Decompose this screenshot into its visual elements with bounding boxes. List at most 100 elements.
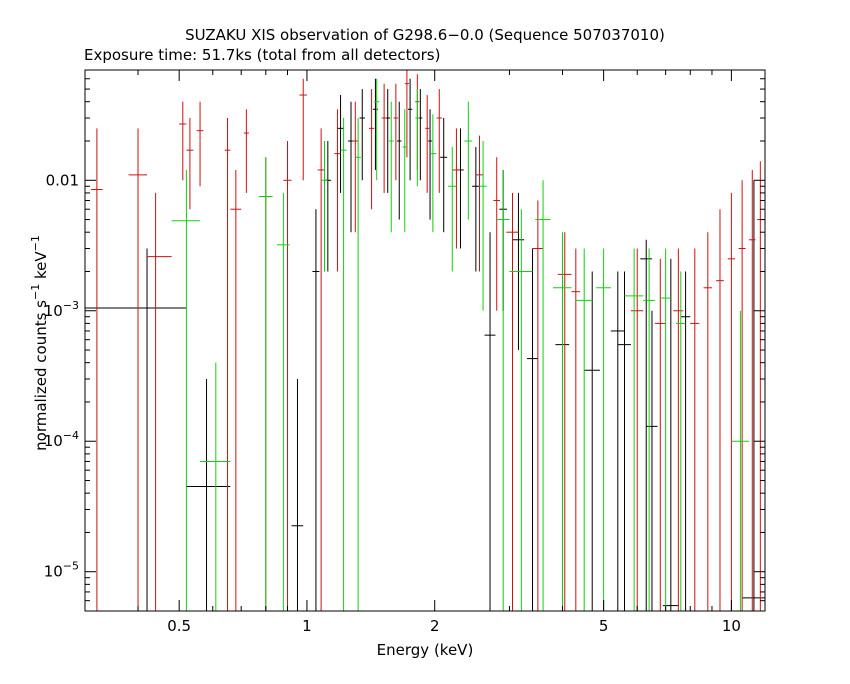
data-point: [393, 83, 399, 181]
data-point: [359, 89, 365, 181]
data-point: [640, 239, 652, 611]
data-point: [610, 271, 625, 611]
data-point: [230, 169, 242, 611]
data-point: [571, 248, 581, 611]
data-point: [368, 89, 375, 210]
y-tick-label-exp: −4: [63, 429, 79, 442]
data-point: [276, 192, 290, 611]
data-point: [321, 140, 328, 272]
data-point: [388, 101, 394, 233]
data-point: [425, 95, 430, 193]
data-point: [703, 232, 712, 611]
data-point: [557, 232, 572, 611]
y-tick-label: 10−5: [44, 560, 79, 581]
data-point: [643, 248, 655, 611]
data-point: [475, 135, 484, 272]
data-point: [596, 248, 611, 611]
data-point: [317, 128, 325, 611]
data-point: [479, 140, 487, 311]
series-1: [91, 70, 764, 611]
data-point: [179, 101, 187, 181]
data-point: [374, 78, 380, 181]
y-tick-label-base: 10: [44, 432, 63, 450]
data-point: [584, 271, 600, 611]
data-point: [429, 114, 437, 233]
data-point: [171, 169, 201, 611]
y-axis-label: normalized counts s−1 keV−1: [29, 235, 50, 451]
data-point: [624, 248, 644, 611]
data-point: [312, 209, 320, 611]
data-point: [680, 271, 691, 611]
data-point: [418, 89, 423, 181]
data-point: [415, 89, 420, 187]
data-point: [675, 271, 686, 611]
series-0: [85, 78, 765, 611]
data-point: [716, 209, 724, 611]
y-tick-label-base: 10: [44, 563, 63, 581]
data-point: [186, 118, 194, 210]
data-point: [630, 248, 644, 611]
data-point: [224, 118, 231, 611]
data-point: [334, 109, 341, 272]
x-tick-label: 2: [430, 617, 440, 635]
data-point: [532, 200, 544, 611]
data-point: [340, 118, 347, 611]
data-point: [324, 140, 332, 272]
data-point: [496, 169, 510, 611]
data-point: [493, 157, 500, 311]
data-point: [660, 248, 671, 611]
plot-frame: [84, 69, 766, 612]
data-layer: [85, 70, 765, 611]
data-point: [404, 70, 410, 158]
data-point: [407, 78, 413, 181]
y-tick-label: 0.01: [46, 171, 79, 189]
data-point: [85, 248, 187, 611]
data-point: [283, 140, 292, 611]
data-point: [186, 378, 231, 611]
data-point: [646, 310, 658, 611]
data-point: [673, 248, 684, 611]
data-point: [291, 378, 304, 611]
data-point: [128, 128, 148, 611]
data-point: [509, 209, 533, 611]
data-point: [200, 362, 231, 611]
data-point: [243, 109, 249, 193]
data-point: [147, 192, 172, 611]
y-tick-label-exp: −5: [63, 560, 79, 573]
data-point: [553, 232, 572, 611]
data-point: [464, 101, 473, 220]
data-point: [757, 161, 764, 611]
data-point: [727, 192, 736, 611]
data-point: [484, 232, 496, 611]
data-point: [535, 180, 551, 611]
chart-subtitle: Exposure time: 51.7ks (total from all de…: [84, 46, 440, 64]
data-point: [436, 89, 442, 193]
y-tick-label-base: 10: [44, 302, 63, 320]
data-point: [381, 83, 387, 193]
data-point: [337, 95, 344, 193]
data-point: [748, 169, 756, 611]
x-axis-label: Energy (keV): [377, 641, 474, 659]
data-point: [527, 248, 538, 611]
data-point: [348, 101, 354, 233]
x-tick-label: 1: [302, 617, 312, 635]
data-point: [448, 146, 457, 272]
data-point: [352, 101, 359, 233]
data-point: [299, 78, 307, 181]
data-point: [355, 118, 361, 611]
x-tick-label: 0.5: [167, 617, 191, 635]
data-point: [402, 109, 407, 233]
data-point: [506, 192, 519, 611]
chart-title: SUZAKU XIS observation of G298.6−0.0 (Se…: [185, 26, 665, 44]
data-point: [575, 248, 593, 611]
data-point: [738, 180, 746, 611]
y-axis-label-sup2: −1: [29, 235, 42, 251]
y-tick-label: 10−3: [44, 299, 79, 320]
data-point: [452, 128, 461, 249]
data-point: [397, 101, 402, 220]
data-point: [472, 146, 480, 272]
data-point: [196, 101, 204, 187]
